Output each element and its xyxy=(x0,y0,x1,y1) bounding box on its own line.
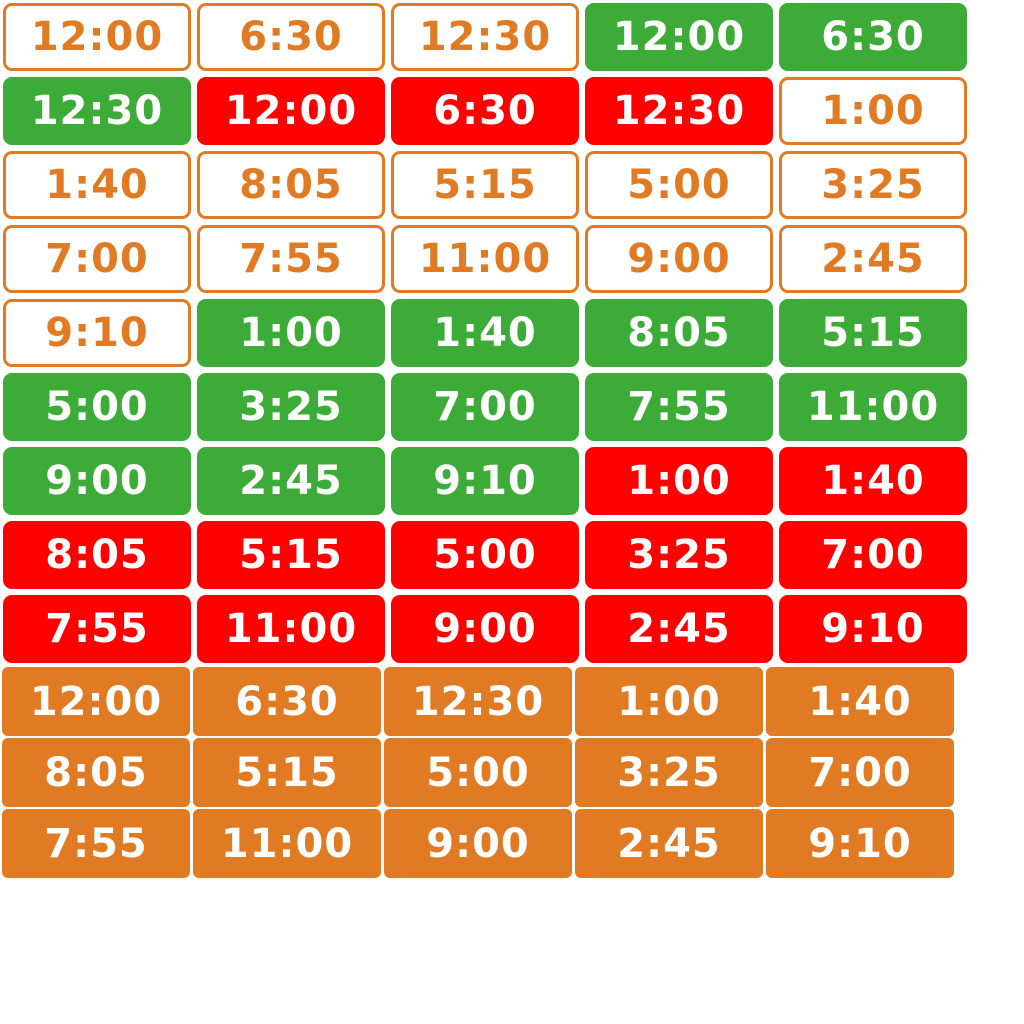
time-slot-button[interactable]: 6:30 xyxy=(193,667,381,736)
time-slot-button[interactable]: 12:30 xyxy=(391,3,579,71)
time-slot-button[interactable]: 9:00 xyxy=(585,225,773,293)
time-slot-button[interactable]: 11:00 xyxy=(193,809,381,878)
time-slot-button[interactable]: 7:55 xyxy=(2,809,190,878)
time-slot-button[interactable]: 1:00 xyxy=(779,77,967,145)
time-slot-button[interactable]: 1:40 xyxy=(779,447,967,515)
time-slot-button[interactable]: 8:05 xyxy=(197,151,385,219)
time-slot-button[interactable]: 5:00 xyxy=(384,738,572,807)
time-slot-button[interactable]: 12:00 xyxy=(3,3,191,71)
time-slot-button[interactable]: 9:10 xyxy=(3,299,191,367)
time-slot-button[interactable]: 1:00 xyxy=(197,299,385,367)
time-slot-button[interactable]: 1:40 xyxy=(766,667,954,736)
time-slot-button[interactable]: 9:00 xyxy=(384,809,572,878)
time-slot-button[interactable]: 6:30 xyxy=(779,3,967,71)
time-slot-button[interactable]: 7:00 xyxy=(766,738,954,807)
time-slot-button[interactable]: 2:45 xyxy=(197,447,385,515)
time-slot-button[interactable]: 9:10 xyxy=(779,595,967,663)
time-slot-button[interactable]: 5:00 xyxy=(391,521,579,589)
time-slot-button[interactable]: 12:00 xyxy=(585,3,773,71)
time-slot-button[interactable]: 12:30 xyxy=(3,77,191,145)
time-slot-button[interactable]: 9:00 xyxy=(391,595,579,663)
time-slot-button[interactable]: 1:40 xyxy=(3,151,191,219)
time-slot-button[interactable]: 8:05 xyxy=(585,299,773,367)
time-slot-button[interactable]: 5:15 xyxy=(391,151,579,219)
time-slot-button[interactable]: 2:45 xyxy=(585,595,773,663)
time-slot-button[interactable]: 1:00 xyxy=(585,447,773,515)
time-slot-button[interactable]: 8:05 xyxy=(2,738,190,807)
time-slot-button[interactable]: 6:30 xyxy=(391,77,579,145)
time-slot-button[interactable]: 7:00 xyxy=(779,521,967,589)
time-slot-button[interactable]: 3:25 xyxy=(197,373,385,441)
time-slot-button[interactable]: 9:00 xyxy=(3,447,191,515)
time-slot-button[interactable]: 3:25 xyxy=(779,151,967,219)
time-slot-button[interactable]: 7:55 xyxy=(197,225,385,293)
time-slot-button[interactable]: 12:30 xyxy=(384,667,572,736)
time-slot-button[interactable]: 5:00 xyxy=(3,373,191,441)
time-slot-button[interactable]: 6:30 xyxy=(197,3,385,71)
time-slot-button[interactable]: 11:00 xyxy=(197,595,385,663)
time-slot-button[interactable]: 12:30 xyxy=(585,77,773,145)
time-slot-button[interactable]: 11:00 xyxy=(779,373,967,441)
time-slot-button[interactable]: 3:25 xyxy=(575,738,763,807)
time-slot-button[interactable]: 12:00 xyxy=(2,667,190,736)
time-slot-button[interactable]: 11:00 xyxy=(391,225,579,293)
time-slot-button[interactable]: 2:45 xyxy=(779,225,967,293)
time-slot-button[interactable]: 5:00 xyxy=(585,151,773,219)
time-slot-button[interactable]: 1:00 xyxy=(575,667,763,736)
time-slot-button[interactable]: 2:45 xyxy=(575,809,763,878)
time-slot-button[interactable]: 7:55 xyxy=(3,595,191,663)
time-slot-button[interactable]: 12:00 xyxy=(197,77,385,145)
time-slot-button[interactable]: 5:15 xyxy=(193,738,381,807)
time-slot-button[interactable]: 1:40 xyxy=(391,299,579,367)
time-slot-button[interactable]: 5:15 xyxy=(779,299,967,367)
time-slot-button[interactable]: 9:10 xyxy=(391,447,579,515)
time-slot-button[interactable]: 7:55 xyxy=(585,373,773,441)
time-slot-button[interactable]: 3:25 xyxy=(585,521,773,589)
time-slot-button[interactable]: 7:00 xyxy=(391,373,579,441)
time-slot-button[interactable]: 9:10 xyxy=(766,809,954,878)
time-slot-button[interactable]: 7:00 xyxy=(3,225,191,293)
time-slot-button[interactable]: 5:15 xyxy=(197,521,385,589)
time-slot-button[interactable]: 8:05 xyxy=(3,521,191,589)
